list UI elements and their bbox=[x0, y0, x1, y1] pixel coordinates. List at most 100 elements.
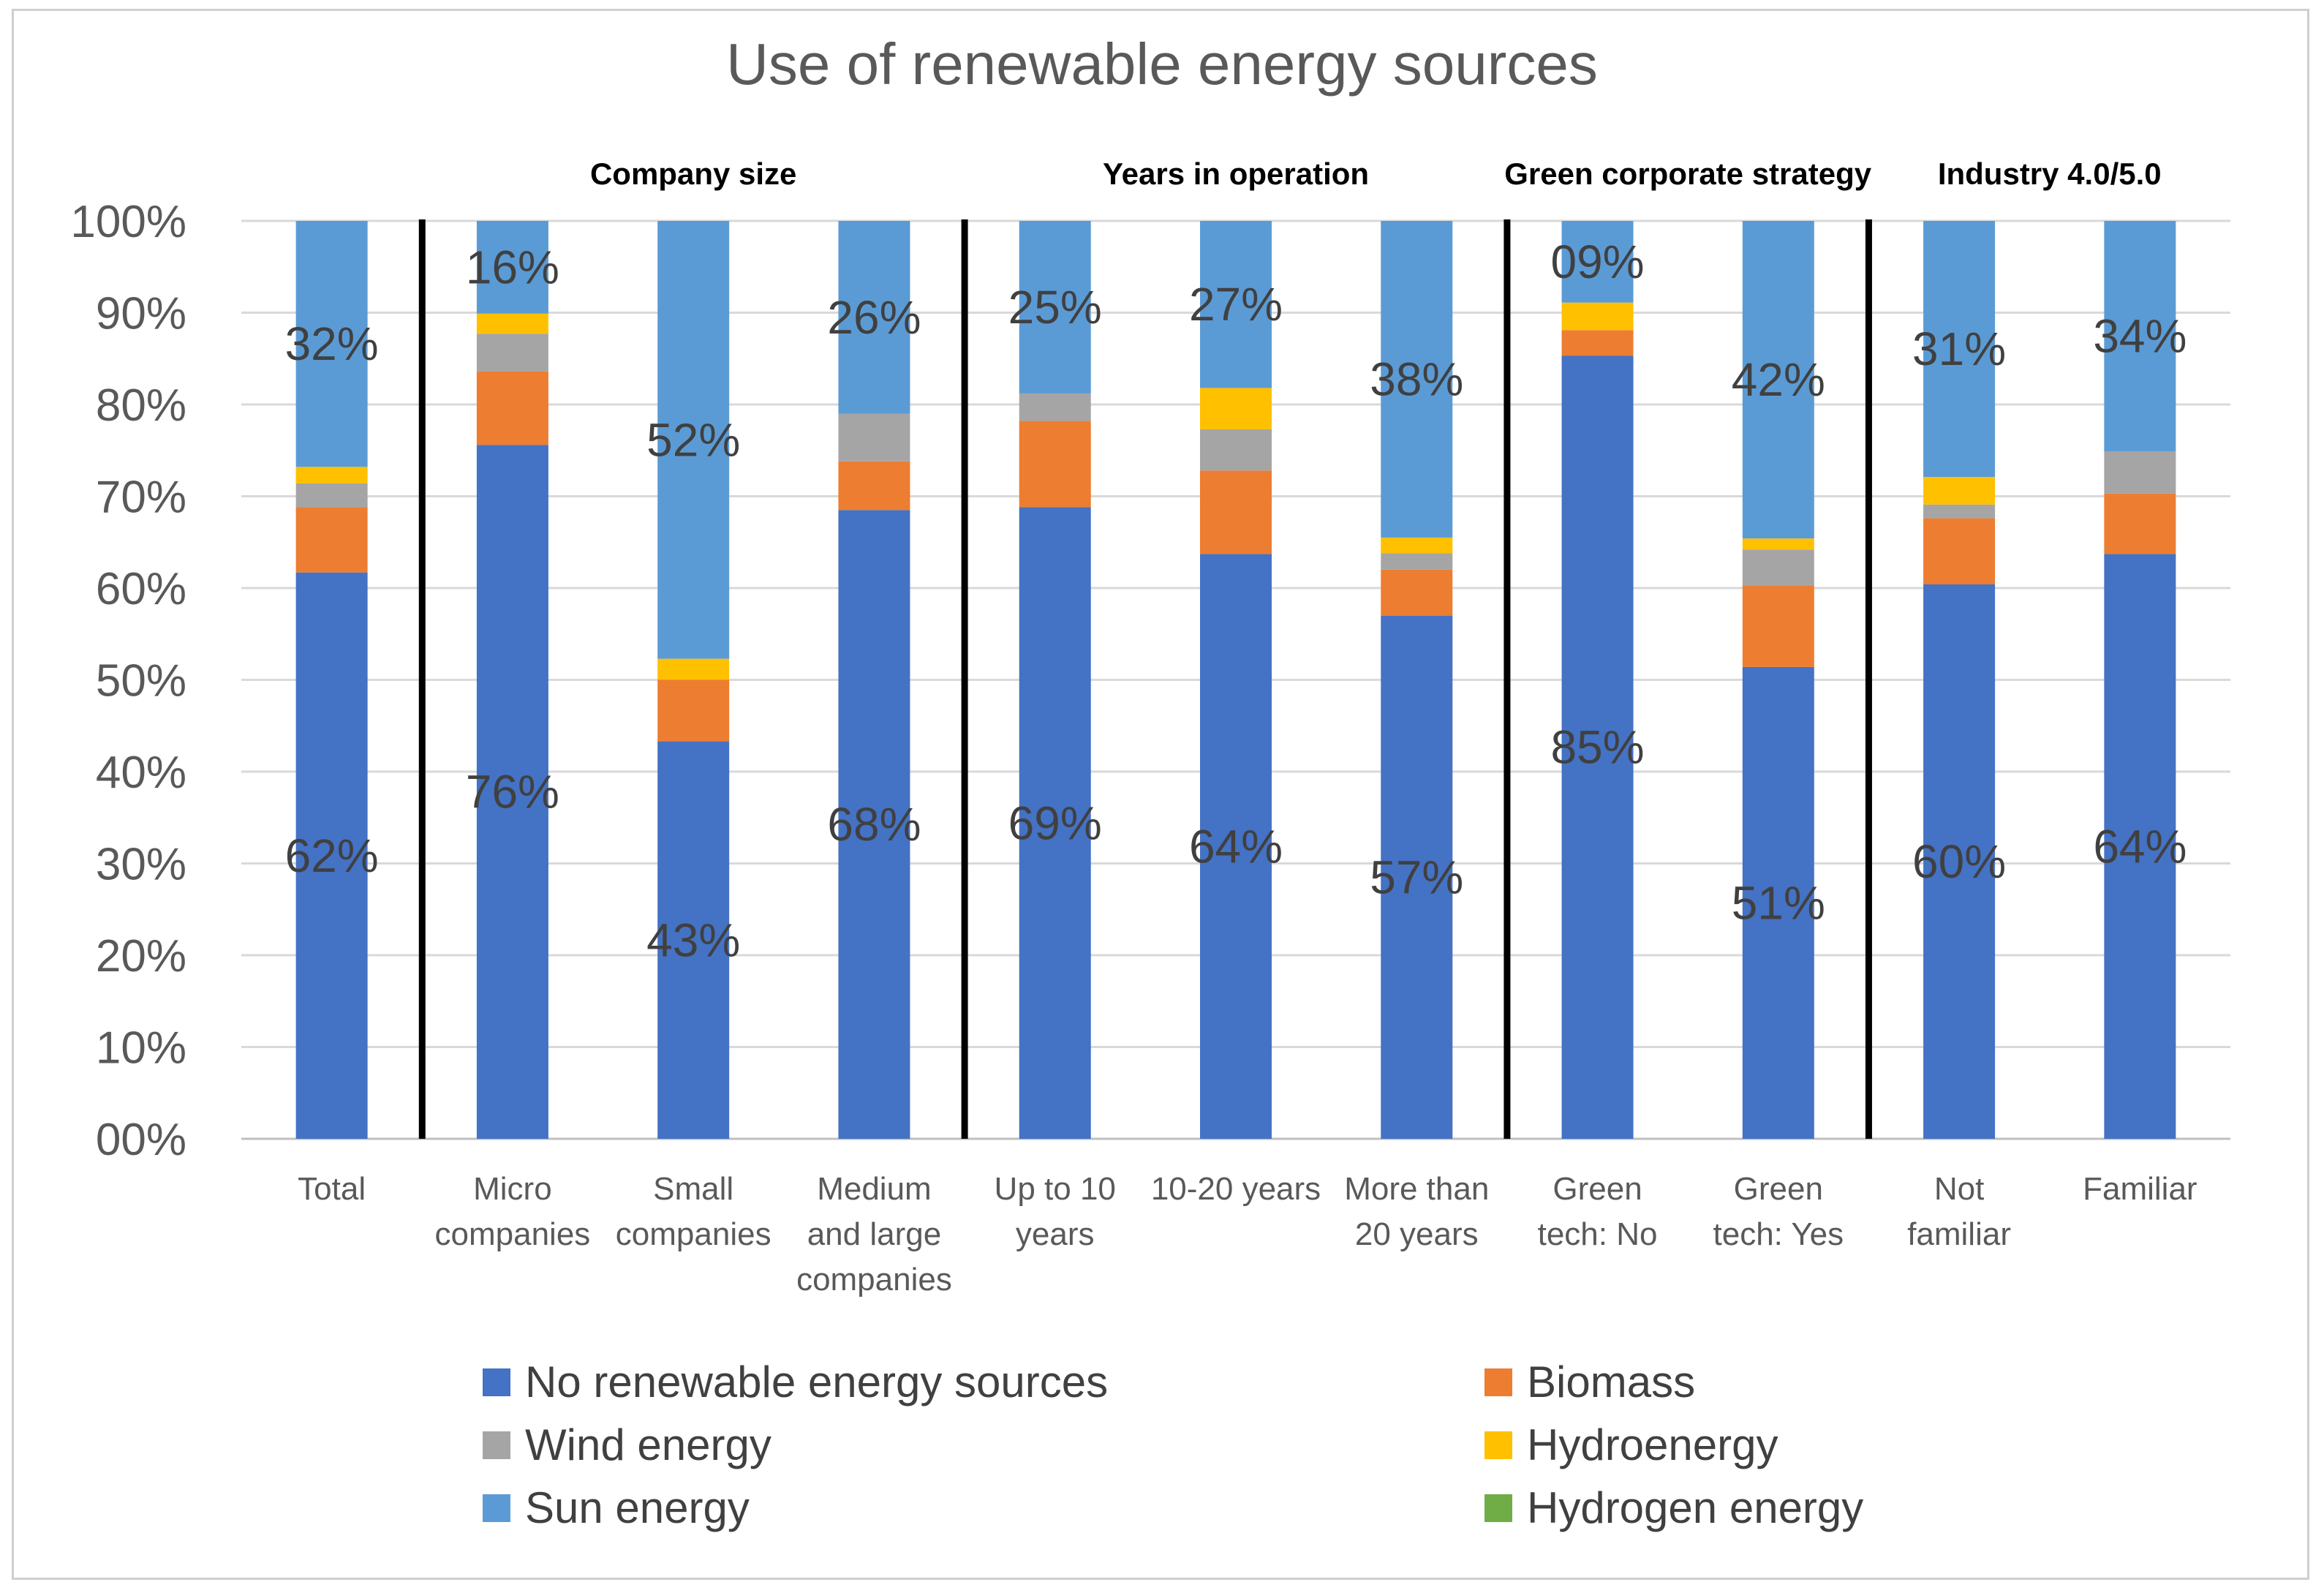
legend-label: No renewable energy sources bbox=[525, 1357, 1108, 1406]
data-label: 26% bbox=[827, 291, 921, 344]
data-label: 60% bbox=[1912, 835, 2006, 888]
bar-segment bbox=[1742, 221, 1814, 539]
legend: No renewable energy sources Biomass Wind e… bbox=[483, 1357, 1863, 1532]
bar-segment bbox=[1200, 429, 1272, 471]
bar-segment bbox=[1200, 388, 1272, 429]
bar-segment bbox=[1561, 330, 1634, 356]
bar-segment bbox=[1561, 355, 1634, 1139]
bar-segment bbox=[476, 221, 548, 314]
y-tick-label: 70% bbox=[96, 472, 186, 523]
x-tick-label: Up to 10 years bbox=[995, 1171, 1116, 1252]
bar-segment bbox=[476, 445, 548, 1139]
data-labels: 62% 32% 76% 16% 43% 52% 68% 26% 69% 25% 64% 27% 57% 3… bbox=[285, 236, 2187, 966]
bar-segment bbox=[1561, 302, 1634, 331]
bar-segment bbox=[2104, 221, 2176, 452]
data-label: 43% bbox=[646, 914, 740, 966]
data-label: 57% bbox=[1370, 851, 1463, 903]
bar-segment bbox=[657, 741, 730, 1139]
data-label: 62% bbox=[285, 829, 379, 882]
y-tick-label: 40% bbox=[96, 747, 186, 798]
y-tick-label: 30% bbox=[96, 840, 186, 890]
data-label: 42% bbox=[1732, 353, 1825, 406]
bar-segment bbox=[295, 467, 368, 483]
data-label: 25% bbox=[1008, 281, 1102, 334]
data-label: 76% bbox=[466, 766, 559, 818]
data-label: 32% bbox=[285, 317, 379, 370]
legend-label: Sun energy bbox=[525, 1483, 750, 1532]
y-tick-label: 00% bbox=[96, 1115, 186, 1165]
x-tick-label: Small companies bbox=[616, 1171, 771, 1252]
bar-segment bbox=[1381, 221, 1453, 538]
bar-segment bbox=[295, 572, 368, 1139]
x-tick-label: Green tech: No bbox=[1538, 1171, 1658, 1252]
group-header: Company size bbox=[590, 157, 796, 191]
bar-segment bbox=[295, 221, 368, 467]
bar-segment bbox=[657, 221, 730, 659]
y-tick-label: 10% bbox=[96, 1023, 186, 1074]
group-header: Industry 4.0/5.0 bbox=[1938, 157, 2162, 191]
bar-segment bbox=[1742, 538, 1814, 550]
bar-segment bbox=[1923, 504, 1996, 519]
bar-segment bbox=[1019, 421, 1091, 508]
bar-segment bbox=[1019, 393, 1091, 421]
x-tick-label: Not familiar bbox=[1907, 1171, 2011, 1252]
bar-segment bbox=[1923, 221, 1996, 478]
data-label: 69% bbox=[1008, 796, 1102, 849]
bar-segment bbox=[1200, 554, 1272, 1139]
x-tick-label: Micro companies bbox=[435, 1171, 591, 1252]
data-label: 85% bbox=[1550, 721, 1644, 774]
bar-segment bbox=[1742, 585, 1814, 667]
bar-segment bbox=[1381, 569, 1453, 616]
legend-swatch bbox=[483, 1368, 510, 1396]
bar-segment bbox=[476, 313, 548, 334]
legend-label: Hydrogen energy bbox=[1527, 1483, 1863, 1532]
bar-segment bbox=[476, 334, 548, 372]
data-label: 64% bbox=[2093, 820, 2187, 873]
bar-segment bbox=[2104, 451, 2176, 494]
bar-segment bbox=[1923, 477, 1996, 505]
bar-segment bbox=[838, 413, 910, 462]
data-label: 52% bbox=[646, 413, 740, 466]
y-tick-label: 80% bbox=[96, 380, 186, 431]
group-separators bbox=[418, 219, 1872, 1139]
y-tick-label: 50% bbox=[96, 656, 186, 707]
x-tick-label: Total bbox=[298, 1171, 366, 1207]
data-label: 09% bbox=[1550, 236, 1644, 288]
bars bbox=[295, 221, 2176, 1139]
group-header: Years in operation bbox=[1103, 157, 1369, 191]
y-tick-label: 100% bbox=[70, 197, 186, 247]
bar-segment bbox=[476, 371, 548, 445]
legend-swatch bbox=[1484, 1431, 1512, 1459]
x-tick-label: Familiar bbox=[2083, 1171, 2197, 1207]
data-label: 68% bbox=[827, 798, 921, 851]
x-tick-label: Green tech: Yes bbox=[1713, 1171, 1844, 1252]
group-header: Green corporate strategy bbox=[1504, 157, 1871, 191]
legend-swatch bbox=[483, 1431, 510, 1459]
bar-segment bbox=[1381, 615, 1453, 1139]
y-tick-label: 90% bbox=[96, 289, 186, 339]
legend-swatch bbox=[1484, 1494, 1512, 1522]
data-label: 16% bbox=[466, 241, 559, 293]
y-tick-label: 60% bbox=[96, 564, 186, 614]
x-tick-label: Medium and large companies bbox=[796, 1171, 952, 1298]
bar-segment bbox=[295, 483, 368, 508]
data-label: 31% bbox=[1912, 323, 2006, 375]
bar-segment bbox=[1923, 518, 1996, 584]
bar-segment bbox=[838, 221, 910, 414]
bar-segment bbox=[295, 507, 368, 573]
legend-label: Wind energy bbox=[525, 1420, 771, 1469]
group-headers: Company size Years in operation Green corp… bbox=[590, 157, 2162, 191]
x-axis-ticks: Total Micro companies Small companies Medium a… bbox=[298, 1171, 2197, 1298]
data-label: 34% bbox=[2093, 310, 2187, 363]
x-tick-label: More than 20 years bbox=[1344, 1171, 1489, 1252]
bar-segment bbox=[838, 510, 910, 1139]
bar-segment bbox=[1200, 221, 1272, 388]
y-axis-ticks: 00% 10% 20% 30% 40% 50% 60% 70% 80% 90% 100% bbox=[70, 197, 186, 1165]
bar-segment bbox=[1381, 553, 1453, 570]
bar-segment bbox=[657, 658, 730, 680]
data-label: 27% bbox=[1189, 278, 1283, 331]
bar-segment bbox=[1561, 221, 1634, 303]
bar-segment bbox=[2104, 554, 2176, 1139]
bar-segment bbox=[1019, 221, 1091, 393]
